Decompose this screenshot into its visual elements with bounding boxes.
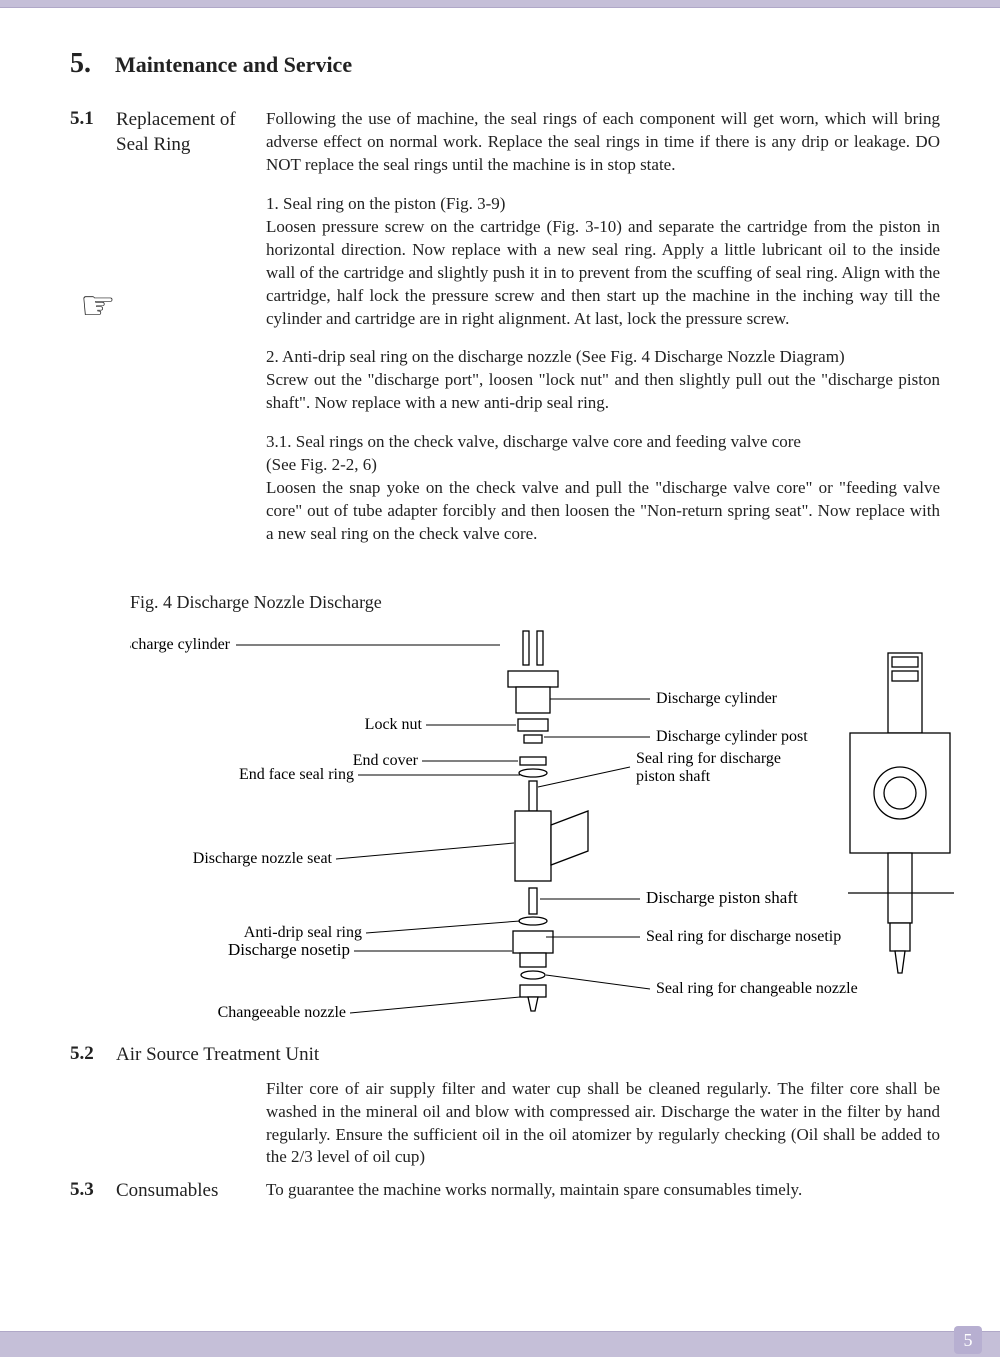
section-number: 5.3 (70, 1179, 116, 1204)
label-nosetip: Discharge nosetip (228, 940, 350, 959)
p3-body: Loosen the snap yoke on the check valve … (266, 478, 940, 543)
section-body: Following the use of machine, the seal r… (266, 108, 940, 562)
label-antidrip: Anti-drip seal ring (244, 924, 362, 941)
page-content: 5. Maintenance and Service 5.1 Replaceme… (0, 8, 1000, 1204)
label-changeable: Changeeable nozzle (218, 1004, 346, 1021)
page-number-badge: 5 (954, 1326, 982, 1354)
discharge-nozzle-diagram: Fastening screw for discharge cylinder L… (130, 613, 990, 1093)
figure-caption: Fig. 4 Discharge Nozzle Discharge (130, 592, 940, 613)
p2-body: Screw out the "discharge port", loosen "… (266, 370, 940, 412)
section-number: 5.1 (70, 108, 116, 562)
pointing-hand-icon: ☞ (80, 282, 116, 329)
label-sealnosetip: Seal ring for discharge nosetip (646, 928, 841, 945)
paragraph-2: 2. Anti-drip seal ring on the discharge … (266, 346, 940, 415)
section-5-3-body: To guarantee the machine works normally,… (266, 1179, 940, 1204)
section-title: Replacement of Seal Ring (116, 108, 266, 562)
p1-body: Loosen pressure screw on the cartridge (… (266, 217, 940, 328)
label-cylinder: Discharge cylinder (656, 690, 778, 707)
label-endface: End face seal ring (239, 766, 354, 783)
section-5-1: 5.1 Replacement of Seal Ring Following t… (70, 108, 940, 562)
bottom-border-bar (0, 1331, 1000, 1357)
p1-heading: 1. Seal ring on the piston (Fig. 3-9) (266, 194, 505, 213)
paragraph-1: 1. Seal ring on the piston (Fig. 3-9) Lo… (266, 193, 940, 331)
label-locknut: Lock nut (365, 716, 423, 733)
chapter-heading: 5. Maintenance and Service (70, 48, 940, 80)
diagram-svg: Fastening screw for discharge cylinder L… (130, 613, 990, 1093)
top-border-bar (0, 0, 1000, 8)
chapter-title: Maintenance and Service (115, 52, 352, 78)
label-sealchange: Seal ring for changeable nozzle (656, 980, 858, 997)
label-nozzleseat: Discharge nozzle seat (193, 850, 333, 867)
p3-heading: 3.1. Seal rings on the check valve, disc… (266, 432, 801, 451)
label-sealpiston-l2: piston shaft (636, 768, 711, 785)
section-5-3: 5.3 Consumables To guarantee the machine… (70, 1179, 940, 1204)
p3-sub: (See Fig. 2-2, 6) (266, 455, 377, 474)
section-title: Consumables (116, 1179, 266, 1204)
section-number: 5.2 (70, 1043, 116, 1068)
label-endcover: End cover (353, 752, 419, 769)
label-pistonshaft: Discharge piston shaft (646, 888, 798, 907)
intro-paragraph: Following the use of machine, the seal r… (266, 108, 940, 177)
label-fastening: Fastening screw for discharge cylinder (130, 636, 231, 653)
paragraph-3: 3.1. Seal rings on the check valve, disc… (266, 431, 940, 546)
label-sealpiston-l1: Seal ring for discharge (636, 750, 781, 767)
p2-heading: 2. Anti-drip seal ring on the discharge … (266, 347, 845, 366)
label-cylinderpost: Discharge cylinder post (656, 728, 808, 745)
chapter-number: 5. (70, 48, 91, 80)
